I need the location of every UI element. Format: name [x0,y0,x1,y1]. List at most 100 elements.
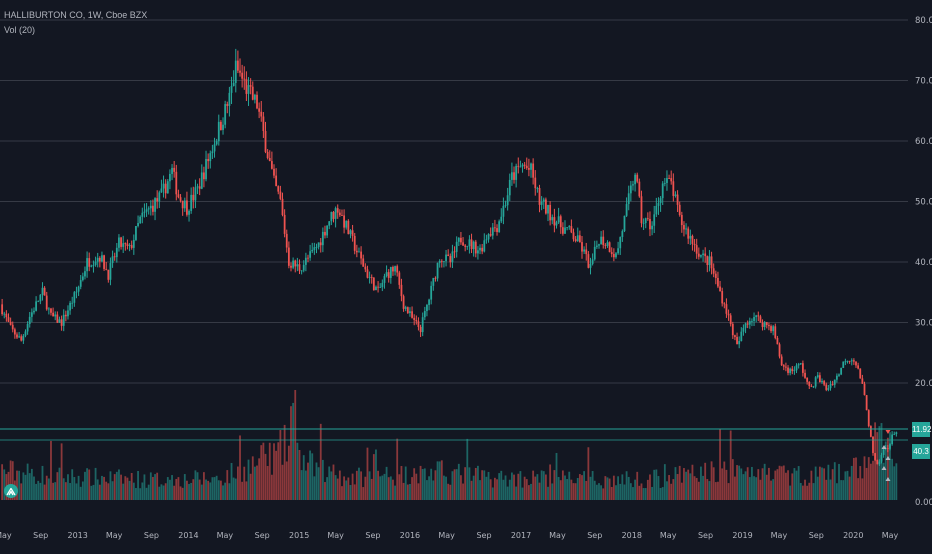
volume-bar [602,488,605,500]
volume-bar [532,470,535,500]
candle-body [35,301,38,311]
volume-bar [411,477,413,500]
volume-bar [22,472,25,500]
candle-body [768,325,770,327]
volume-bar [404,466,407,500]
time-tick-label: Sep [33,531,48,540]
time-axis[interactable]: May Sep 2013 May Sep 2014 May Sep 2015 May Sep 2016… [0,531,899,540]
candle-body [587,254,590,268]
volume-bar [190,482,193,500]
volume-bar [292,402,295,500]
candle-body [421,317,424,333]
time-tick-label: Sep [255,531,270,540]
candle-body [708,256,711,266]
volume-bar [205,479,207,500]
volume-bar [500,470,503,500]
candle-body [761,322,764,328]
candle-body [561,227,564,234]
volume-bar [772,479,775,500]
volume-bar [430,468,433,500]
candle-body [211,151,214,154]
candle-body [30,312,33,317]
candle-body [130,245,133,248]
candle-body [375,286,377,291]
candle-body [863,383,866,396]
arrow-marker-icon [881,445,887,449]
price-axis[interactable]: 80.00 70.00 60.00 50.00 40.00 30.00 20.00 0.00 [915,16,932,508]
volume-bar [778,465,781,500]
candle-body [632,184,634,186]
volume-bar [50,440,52,500]
candle-body [557,216,560,223]
volume-bar [186,480,188,500]
candle-body [309,251,312,258]
volume-indicator-label[interactable]: Vol (20) [4,25,36,35]
candle-body [440,260,443,262]
volume-bar [147,484,150,500]
price-tick-label: 40.00 [915,258,932,268]
candle-body [489,234,492,236]
candle-body [294,260,297,267]
candle-body [547,204,549,214]
candle-body [753,317,755,321]
candle-body [230,85,233,93]
volume-bar [814,466,817,500]
candle-body [795,365,798,371]
volume-bar [644,488,647,500]
candle-body [651,225,653,230]
candle-body [801,363,804,373]
volume-bar [251,456,254,500]
volume-bar [804,479,806,500]
volume-bar [859,466,862,500]
candle-body [506,195,509,206]
volume-bar [504,475,507,500]
volume-bar [674,467,677,500]
volume-bar [608,478,611,500]
volume-bar [496,479,498,500]
volume-bar [831,469,834,500]
candle-body [827,388,830,390]
candle-body [445,254,447,262]
candle-body [685,228,687,230]
volume-bar [657,476,660,500]
candle-body [258,108,261,112]
candle-body [591,259,594,264]
volume-bar [748,477,751,500]
candle-body [135,226,137,240]
time-tick-label: May [0,531,12,540]
volume-bar [787,470,789,500]
candle-body [115,247,118,258]
candle-body [515,165,518,180]
candle-body [264,130,267,152]
candle-body [772,326,775,332]
tradingview-logo-icon[interactable] [4,484,18,498]
volume-bar [345,480,348,500]
volume-bar [825,479,828,500]
candle-body [183,200,186,209]
symbol-title[interactable]: HALLIBURTON CO, 1W, Cboe BZX [4,10,148,20]
volume-bar [230,462,233,500]
volume-bar [683,468,685,500]
candle-body [838,374,840,376]
candle-body [555,222,558,226]
volume-bar [659,487,662,500]
candle-body [485,239,488,241]
volume-bar [37,480,40,500]
volume-bar [818,466,821,500]
candle-body [426,304,428,312]
candle-body [319,242,322,246]
volume-bar [24,474,27,500]
volume-bar [243,466,246,500]
volume-bar [232,477,235,500]
candle-body [338,212,341,216]
candle-body [200,172,203,189]
candle-body [496,228,498,232]
candle-body [714,273,717,279]
volume-bar [249,473,252,500]
price-tick-label: 70.00 [915,77,932,87]
candle-body [79,280,82,287]
candle-body [334,208,337,219]
volume-bar [56,472,59,500]
